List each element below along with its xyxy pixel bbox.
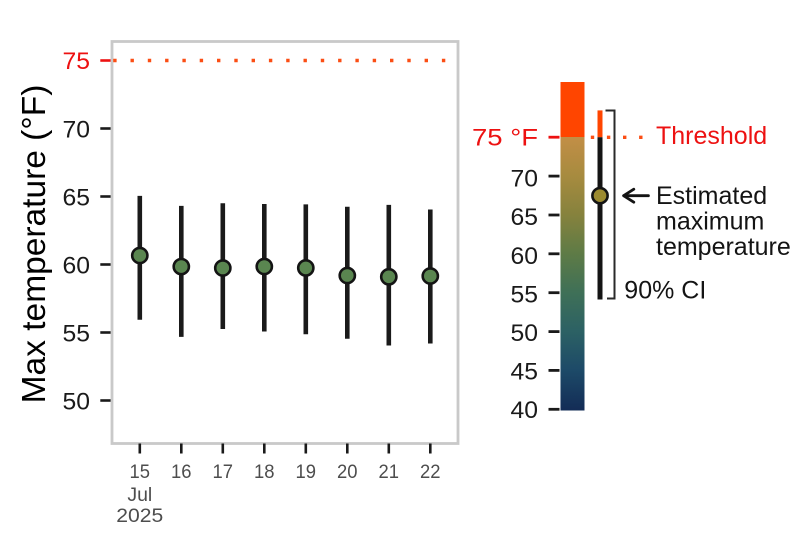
svg-text:22: 22 [420,461,441,483]
svg-text:50: 50 [511,320,539,347]
svg-text:19: 19 [296,461,317,483]
svg-text:65: 65 [63,184,91,211]
svg-text:16: 16 [171,461,192,483]
svg-text:75: 75 [63,48,91,75]
svg-text:Estimated: Estimated [656,182,767,210]
svg-text:50: 50 [63,388,91,415]
svg-text:60: 60 [511,243,539,270]
svg-text:maximum: maximum [656,208,764,236]
svg-text:65: 65 [511,204,539,231]
svg-text:90% CI: 90% CI [624,277,706,305]
svg-text:17: 17 [213,461,234,483]
svg-text:55: 55 [63,320,91,347]
svg-text:45: 45 [511,359,539,386]
svg-text:Max temperature (°F): Max temperature (°F) [16,85,53,404]
svg-text:75 °F: 75 °F [472,125,538,152]
svg-text:70: 70 [511,166,539,193]
svg-text:Threshold: Threshold [656,122,767,150]
svg-text:20: 20 [337,461,358,483]
svg-text:21: 21 [379,461,400,483]
svg-text:18: 18 [254,461,275,483]
svg-text:70: 70 [63,116,91,143]
svg-text:40: 40 [511,397,539,424]
svg-text:55: 55 [511,281,539,308]
svg-text:temperature: temperature [656,233,791,261]
svg-text:Jul: Jul [127,484,152,506]
svg-text:15: 15 [130,461,151,483]
svg-text:2025: 2025 [116,505,163,527]
svg-text:60: 60 [63,252,91,279]
